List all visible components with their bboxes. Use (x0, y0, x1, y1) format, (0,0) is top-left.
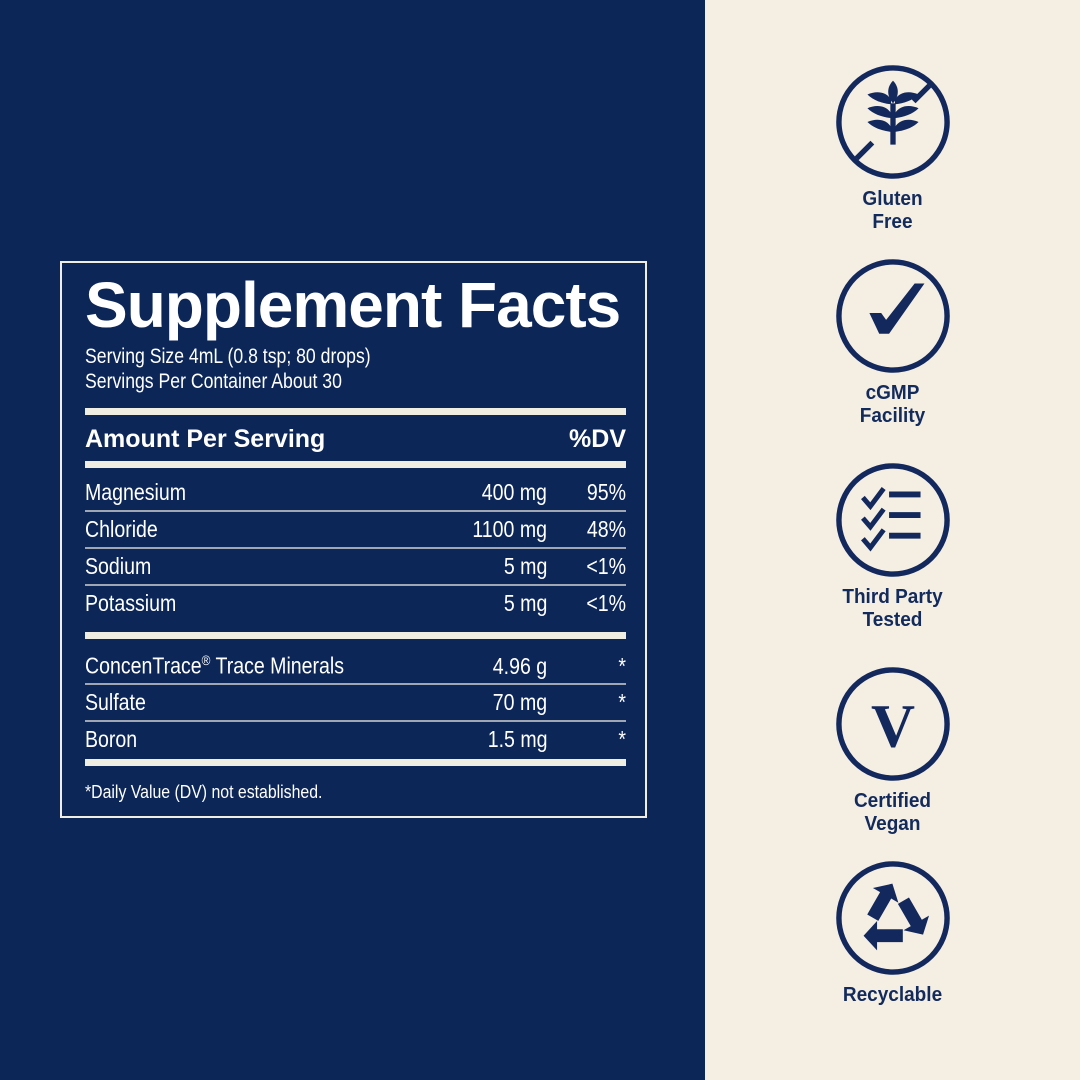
svg-text:V: V (870, 694, 914, 761)
